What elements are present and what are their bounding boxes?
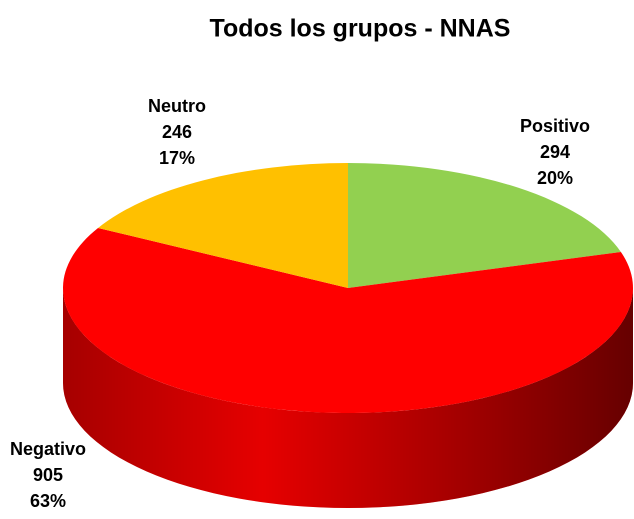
- data-label-value: 246: [162, 122, 192, 142]
- chart-title: Todos los grupos - NNAS: [210, 15, 511, 43]
- data-label-name: Positivo: [520, 116, 590, 136]
- slice-side-shade: [63, 288, 633, 508]
- data-label-percent: 20%: [537, 168, 573, 188]
- data-label-value: 294: [540, 142, 570, 162]
- slice: [62, 227, 633, 414]
- slice: [98, 163, 348, 288]
- data-label-name: Neutro: [148, 96, 206, 116]
- data-label-name: Negativo: [10, 439, 86, 459]
- slice: [348, 163, 621, 288]
- data-label-value: 905: [33, 465, 63, 485]
- data-label-percent: 17%: [159, 148, 195, 168]
- data-label-percent: 63%: [30, 491, 66, 511]
